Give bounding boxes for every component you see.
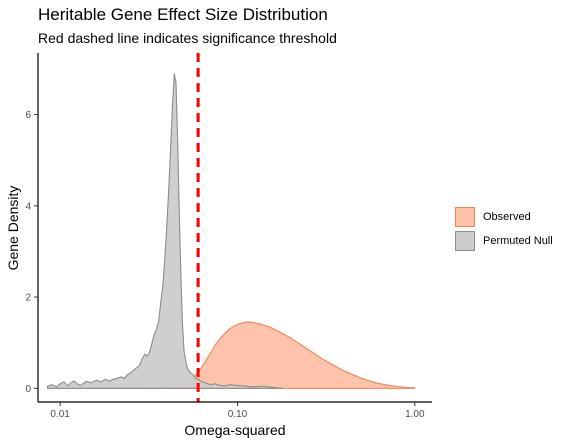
legend-label-observed: Observed	[483, 211, 531, 223]
x-axis-ticks: 0.01 0.10 1.00	[50, 402, 425, 420]
chart-title: Heritable Gene Effect Size Distribution	[38, 5, 328, 24]
y-tick-label: 6	[25, 110, 31, 121]
series-layer	[47, 73, 416, 389]
chart-subtitle: Red dashed line indicates significance t…	[38, 30, 337, 46]
legend: Observed Permuted Null	[455, 205, 553, 253]
x-tick-label: 0.10	[228, 409, 248, 420]
legend-item-observed: Observed	[455, 205, 553, 229]
y-tick-label: 4	[25, 201, 31, 212]
y-axis-ticks: 0 2 4 6	[25, 110, 38, 395]
legend-key-permuted-null	[455, 231, 475, 251]
x-axis-title: Omega-squared	[184, 422, 285, 438]
x-tick-label: 1.00	[405, 409, 425, 420]
y-axis-title: Gene Density	[5, 186, 21, 271]
x-tick-label: 0.01	[50, 409, 70, 420]
legend-label-permuted-null: Permuted Null	[483, 235, 553, 247]
density-area-observed	[47, 321, 416, 389]
density-area-permuted-null	[47, 73, 283, 389]
y-tick-label: 0	[25, 384, 31, 395]
y-tick-label: 2	[25, 293, 31, 304]
legend-key-observed	[455, 207, 475, 227]
legend-item-permuted-null: Permuted Null	[455, 229, 553, 253]
